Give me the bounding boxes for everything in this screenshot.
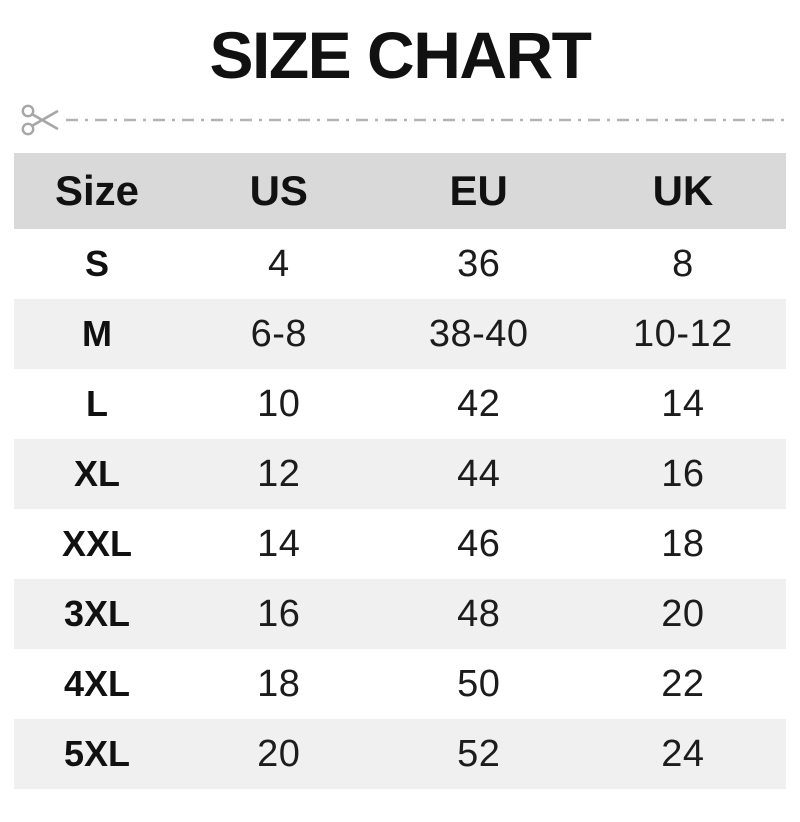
uk-value: 14	[661, 383, 705, 425]
uk-value: 8	[672, 243, 694, 285]
uk-value: 16	[661, 453, 705, 495]
page-title: SIZE CHART	[209, 18, 593, 92]
us-value: 4	[267, 243, 290, 285]
column-header-eu: EU	[449, 167, 508, 214]
cut-line	[0, 101, 800, 139]
us-value: 10	[257, 383, 301, 425]
table-row-xxl: XXL 14 46 18	[14, 509, 786, 579]
uk-value: 10-12	[633, 313, 733, 355]
size-label: M	[81, 313, 112, 354]
size-label: 4XL	[63, 663, 130, 704]
size-label: L	[85, 383, 108, 424]
table-header-row: Size US EU UK	[14, 153, 786, 229]
size-chart-page: SIZE CHART Size US EU UK S 4 36	[0, 22, 800, 789]
table-row-5xl: 5XL 20 52 24	[14, 719, 786, 789]
eu-value: 42	[457, 383, 501, 425]
table-row-l: L 10 42 14	[14, 369, 786, 439]
us-value: 6-8	[250, 313, 307, 355]
us-value: 20	[257, 733, 301, 775]
size-label: S	[84, 243, 109, 284]
column-header-size: Size	[54, 167, 139, 214]
table-row-xl: XL 12 44 16	[14, 439, 786, 509]
uk-value: 20	[661, 593, 705, 635]
uk-value: 24	[661, 733, 705, 775]
size-label: XXL	[61, 523, 132, 564]
eu-value: 50	[457, 663, 501, 705]
us-value: 12	[257, 453, 301, 495]
uk-value: 22	[661, 663, 705, 705]
table-row-s: S 4 36 8	[14, 229, 786, 299]
dash-dot-line	[62, 101, 794, 139]
uk-value: 18	[661, 523, 705, 565]
us-value: 18	[257, 663, 301, 705]
eu-value: 44	[457, 453, 501, 495]
column-header-uk: UK	[652, 167, 714, 214]
us-value: 14	[257, 523, 301, 565]
size-label: 5XL	[63, 733, 130, 774]
eu-value: 46	[457, 523, 501, 565]
scissors-icon	[20, 101, 62, 139]
size-label: 3XL	[63, 593, 130, 634]
table-row-m: M 6-8 38-40 10-12	[14, 299, 786, 369]
eu-value: 52	[457, 733, 501, 775]
eu-value: 36	[457, 243, 501, 285]
size-table: Size US EU UK S 4 36 8 M 6-8 38-40 10-12…	[14, 153, 786, 789]
size-label: XL	[73, 453, 120, 494]
eu-value: 38-40	[428, 313, 529, 355]
table-row-3xl: 3XL 16 48 20	[14, 579, 786, 649]
us-value: 16	[257, 593, 301, 635]
column-header-us: US	[249, 167, 308, 214]
eu-value: 48	[457, 593, 501, 635]
table-row-4xl: 4XL 18 50 22	[14, 649, 786, 719]
